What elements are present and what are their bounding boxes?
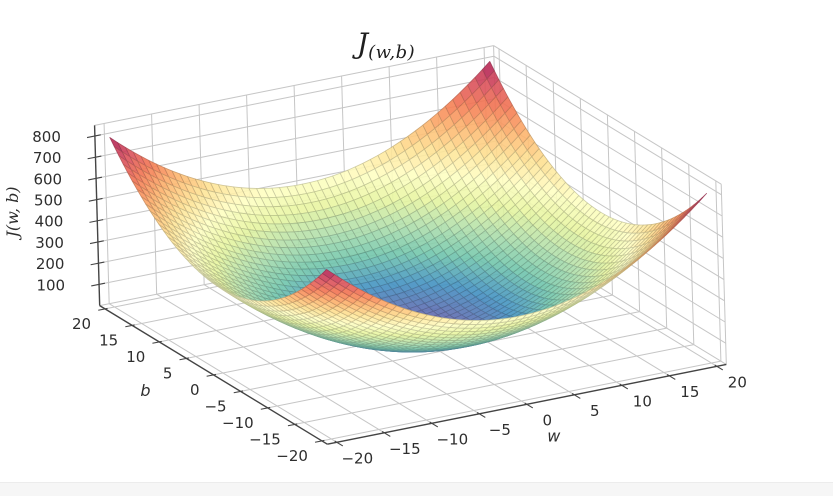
plot-title-main: J	[356, 27, 369, 60]
z-axis-label: J(w, b)	[3, 186, 22, 238]
bottom-letterbox	[0, 482, 833, 496]
plot-title-subscript: (w,b)	[368, 42, 416, 63]
plot-title: J(w,b)	[311, 28, 461, 64]
